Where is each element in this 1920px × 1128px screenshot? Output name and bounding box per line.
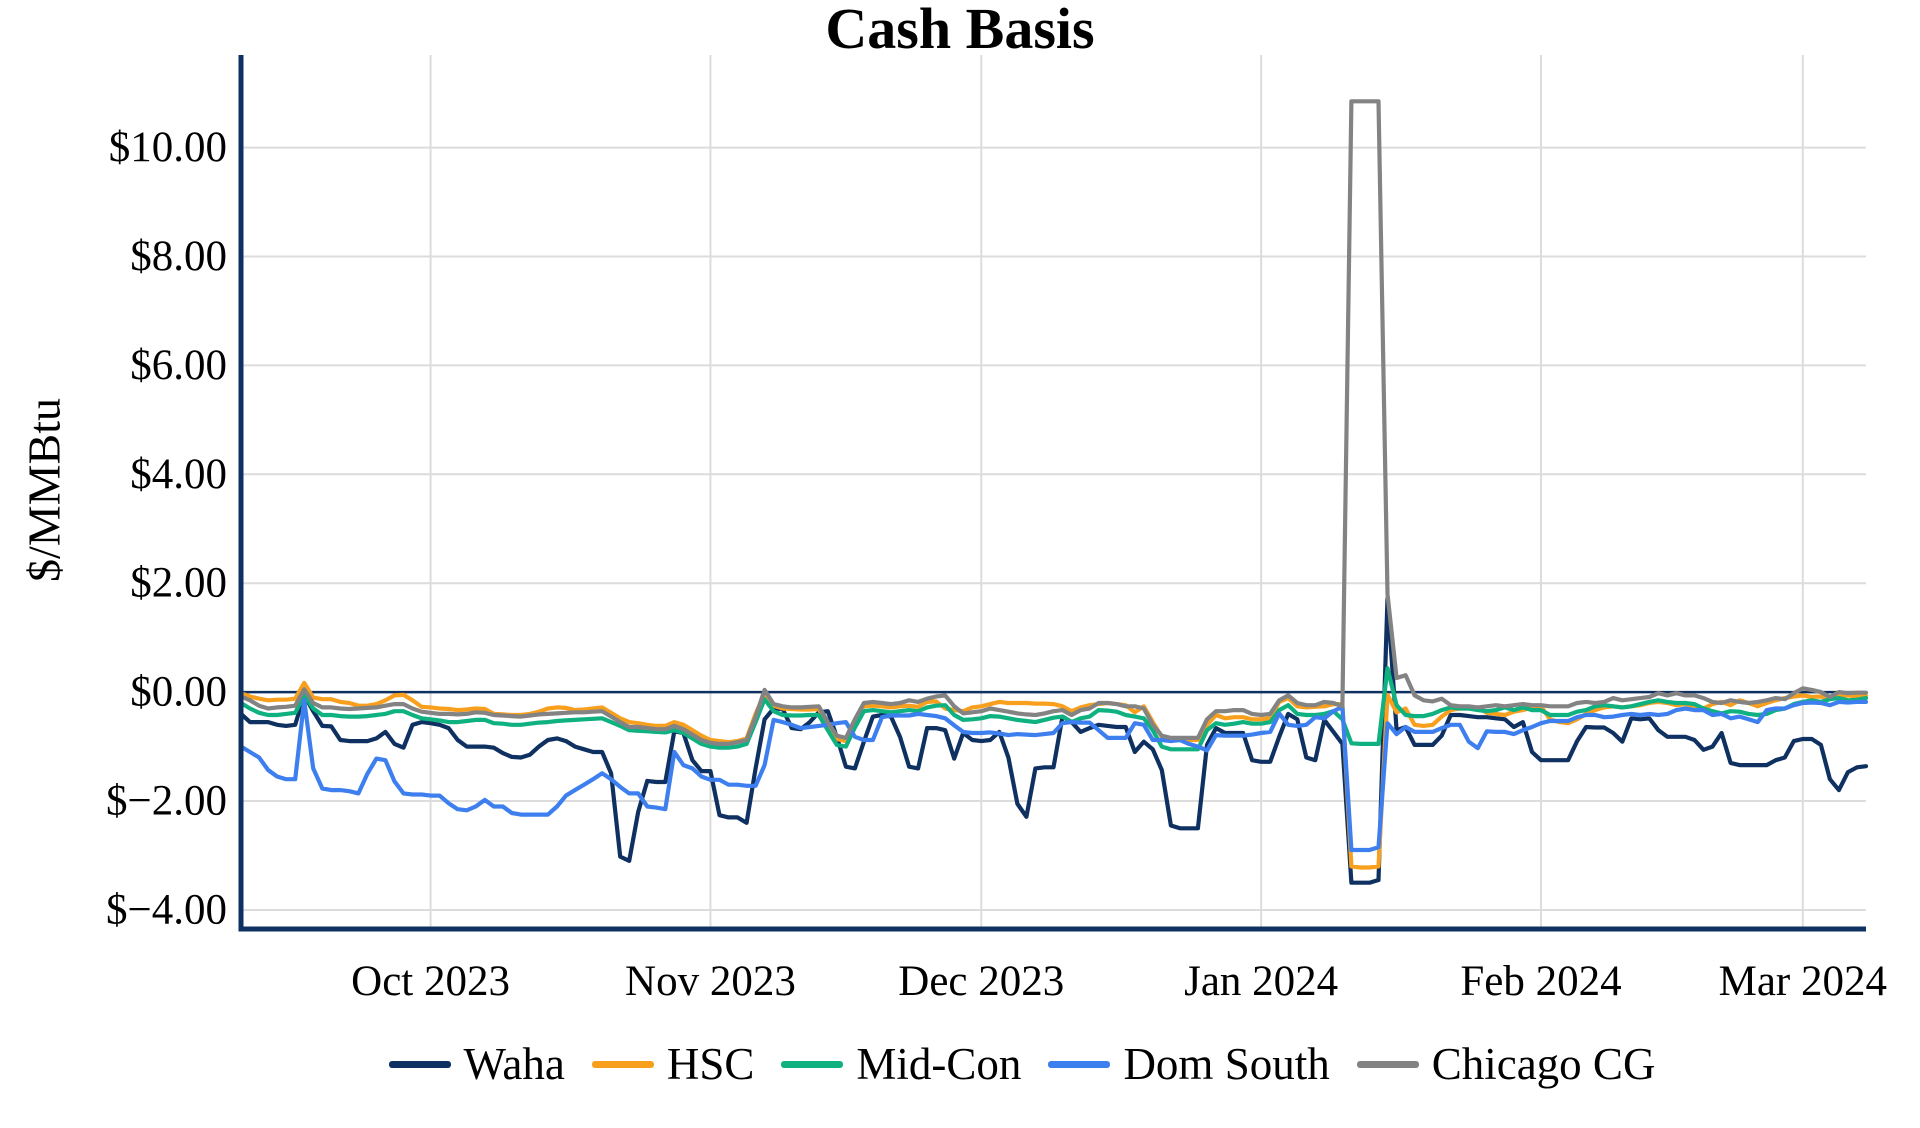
legend-item-chicago-cg: Chicago CG (1356, 1036, 1656, 1092)
y-tick-label: $8.00 (130, 233, 227, 280)
y-tick-label: $4.00 (130, 451, 227, 498)
legend-label: Chicago CG (1431, 1039, 1656, 1089)
y-tick-label: $−4.00 (106, 886, 227, 933)
legend-label: Dom South (1123, 1039, 1330, 1089)
legend-item-dom-south: Dom South (1048, 1036, 1330, 1092)
series-mid-con (238, 666, 1869, 752)
chart-title: Cash Basis (825, 0, 1095, 61)
series-chicago-cg (238, 99, 1869, 747)
x-tick-label: Dec 2023 (898, 958, 1064, 1005)
legend-swatch (1356, 1060, 1419, 1068)
legend-swatch (591, 1060, 654, 1068)
legend-swatch (1048, 1060, 1111, 1068)
y-tick-label: $6.00 (130, 342, 227, 389)
x-tick-label: Feb 2024 (1460, 958, 1621, 1005)
series-waha (238, 596, 1869, 885)
y-tick-label: $0.00 (130, 669, 227, 716)
legend-swatch (388, 1060, 451, 1068)
legend-item-hsc: HSC (591, 1036, 755, 1092)
y-tick-label: $−2.00 (106, 778, 227, 825)
x-tick-label: Jan 2024 (1184, 958, 1338, 1005)
y-tick-label: $2.00 (130, 560, 227, 607)
legend-item-waha: Waha (388, 1036, 565, 1092)
series-dom-south (238, 698, 1869, 853)
legend-label: HSC (666, 1039, 755, 1089)
legend: Waha HSC Mid-Con Dom South Chicago CG (62, 1036, 1920, 1092)
x-tick-label: Mar 2024 (1719, 958, 1887, 1005)
legend-label: Mid-Con (856, 1039, 1022, 1089)
legend-label: Waha (463, 1039, 565, 1089)
legend-swatch (781, 1060, 844, 1068)
y-tick-label: $10.00 (109, 124, 227, 171)
legend-item-mid-con: Mid-Con (781, 1036, 1021, 1092)
x-tick-label: Oct 2023 (351, 958, 510, 1005)
x-tick-label: Nov 2023 (625, 958, 796, 1005)
